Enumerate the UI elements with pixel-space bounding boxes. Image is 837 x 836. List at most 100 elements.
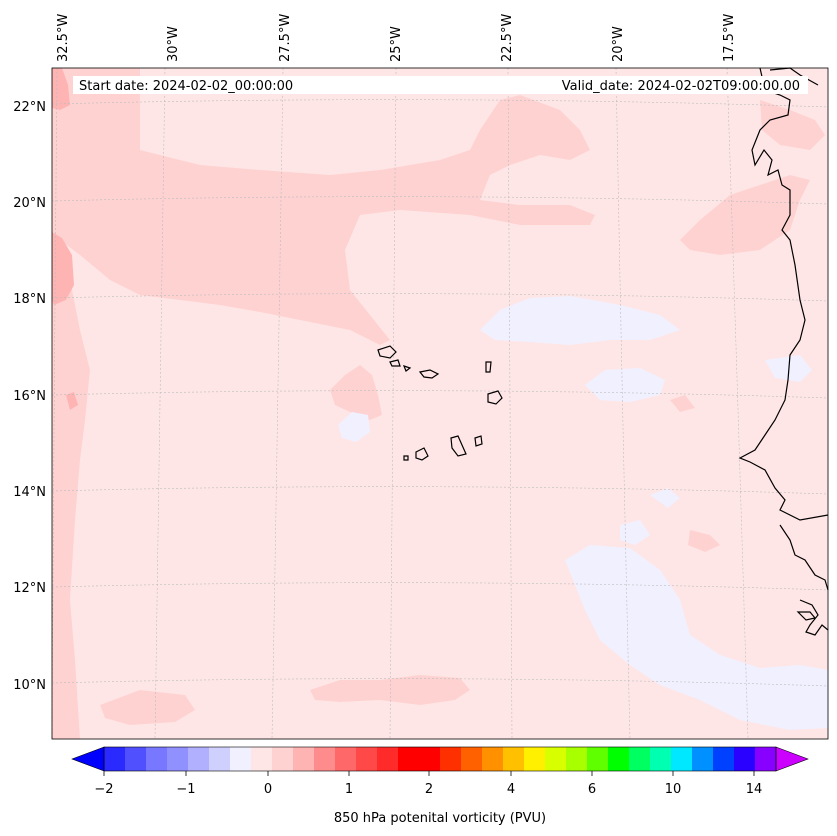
island-fogo: [415, 447, 429, 461]
gridline-lon-30: [154, 67, 166, 740]
island-santiago: [450, 435, 467, 457]
valid-date-label: Valid_date: 2024-02-02T09:00:00.00: [562, 79, 800, 94]
island-sao-nicolau: [418, 369, 440, 379]
map-panel: [52, 68, 828, 739]
colorbar-cell: [524, 747, 546, 771]
pv-mid-red-west-3: [66, 392, 78, 410]
colorbar-cell: [125, 747, 147, 771]
gridline-lon-32-5: [51, 67, 58, 740]
pv-mid-red-west-1: [52, 232, 74, 305]
pv-light-red-south: [310, 675, 470, 705]
pv-light-blue-south2: [620, 520, 650, 545]
lat-label: 14°N: [13, 485, 46, 500]
colorbar-tick-label: −2: [94, 782, 113, 797]
colorbar-cell: [230, 747, 252, 771]
gridline-lon-25: [389, 67, 397, 740]
africa-coast-north: [769, 67, 819, 86]
pv-light-blue-mid: [338, 412, 370, 442]
lon-label: 17.5°W: [722, 14, 737, 62]
pv-light-blue-center: [480, 296, 680, 345]
colorbar-tick-label: 6: [588, 782, 596, 797]
colorbar-cells: [104, 747, 777, 771]
pv-light-blue-east: [585, 368, 665, 402]
colorbar-cell: [209, 747, 231, 771]
colorbar-cell: [251, 747, 273, 771]
lon-label: 30°W: [166, 26, 181, 62]
colorbar-cell: [440, 747, 462, 771]
colorbar-cell: [545, 747, 567, 771]
colorbar-cell: [503, 747, 525, 771]
colorbar-label: 850 hPa potenital vorticity (PVU): [334, 811, 546, 826]
pv-light-red-west: [52, 235, 90, 739]
colorbar-ticks: −2 −1 0 1 2 4 6 10 14: [94, 771, 762, 797]
pv-mid-red-west-2: [52, 68, 70, 110]
colorbar-tick-label: −1: [176, 782, 195, 797]
colorbar-cell: [629, 747, 651, 771]
colorbar-cell: [356, 747, 378, 771]
island-santa-luzia: [402, 365, 412, 372]
colorbar-tick-label: 4: [507, 782, 515, 797]
pv-light-blue-south: [565, 545, 828, 730]
guinea-islands: [796, 611, 817, 621]
pv-light-red-ne-blob: [760, 100, 825, 150]
island-maio: [474, 435, 483, 447]
island-sao-vicente: [389, 359, 401, 367]
colorbar-cell: [608, 747, 630, 771]
colorbar-cell: [713, 747, 735, 771]
colorbar-cell: [335, 747, 357, 771]
colorbar-cell: [482, 747, 504, 771]
colorbar-min-extend-arrow: [71, 746, 105, 772]
gridline-lat-10: [51, 678, 829, 687]
start-date-label: Start date: 2024-02-02_00:00:00: [79, 79, 293, 94]
colorbar-tick-label: 0: [264, 782, 272, 797]
island-santo-antao: [377, 345, 397, 359]
island-sal: [485, 361, 492, 373]
africa-coast: [738, 67, 829, 521]
gridline-lon-20: [615, 67, 631, 740]
gridline-lon-22-5: [507, 67, 513, 740]
longitude-labels: 32.5°W 30°W 27.5°W 25°W 22.5°W 20°W 17.5…: [56, 14, 737, 62]
latitude-labels: 22°N 20°N 18°N 16°N 14°N 12°N 10°N: [13, 100, 46, 693]
gambia-coast: [779, 524, 829, 591]
colorbar-cell: [566, 747, 588, 771]
colorbar-cell: [587, 747, 609, 771]
lon-label: 32.5°W: [56, 14, 71, 62]
colorbar-cell: [398, 747, 420, 771]
colorbar-outline: [103, 746, 777, 772]
pv-light-red-sw2: [688, 530, 720, 552]
lat-label: 22°N: [13, 100, 46, 115]
date-label-background: [73, 76, 808, 94]
colorbar-cell: [671, 747, 693, 771]
gridline-lat-22: [51, 99, 829, 108]
lat-label: 10°N: [13, 678, 46, 693]
map-frame: [51, 67, 829, 740]
lon-label: 27.5°W: [278, 14, 293, 62]
colorbar-cell: [314, 747, 336, 771]
pv-light-red-nw-strip: [60, 120, 72, 160]
pv-light-red-sw: [100, 690, 195, 725]
colorbar-cell: [461, 747, 483, 771]
colorbar-cell: [419, 747, 441, 771]
pv-light-red-east-north: [680, 175, 810, 255]
colorbar-cell: [755, 747, 777, 771]
colorbar-cell: [293, 747, 315, 771]
colorbar-cell: [188, 747, 210, 771]
colorbar-cell: [167, 747, 189, 771]
lon-label: 25°W: [389, 26, 404, 62]
colorbar-cell: [104, 747, 126, 771]
lat-label: 16°N: [13, 389, 46, 404]
cape-verde-islands: [377, 345, 503, 461]
colorbar-tick-label: 1: [345, 782, 353, 797]
lon-label: 20°W: [611, 26, 626, 62]
colorbar-cell: [650, 747, 672, 771]
colorbar-tick-label: 14: [746, 782, 763, 797]
colorbar-cell: [692, 747, 714, 771]
lat-label: 12°N: [13, 581, 46, 596]
colorbar-cell: [377, 747, 399, 771]
colorbar-cell: [146, 747, 168, 771]
colorbar-tick-label: 10: [665, 782, 682, 797]
gridline-lon-27-5: [271, 67, 284, 740]
gridline-lat-18: [51, 293, 829, 302]
gridline-lat-14: [51, 486, 829, 495]
pv-light-red-band: [52, 68, 595, 345]
